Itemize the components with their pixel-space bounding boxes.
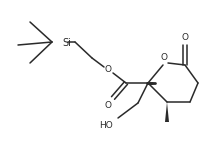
Text: O: O	[182, 32, 189, 41]
Text: HO: HO	[99, 122, 113, 131]
Text: Si: Si	[62, 38, 71, 48]
Text: O: O	[104, 102, 111, 111]
Text: O: O	[104, 65, 111, 74]
Polygon shape	[165, 102, 169, 122]
Text: O: O	[161, 53, 168, 62]
